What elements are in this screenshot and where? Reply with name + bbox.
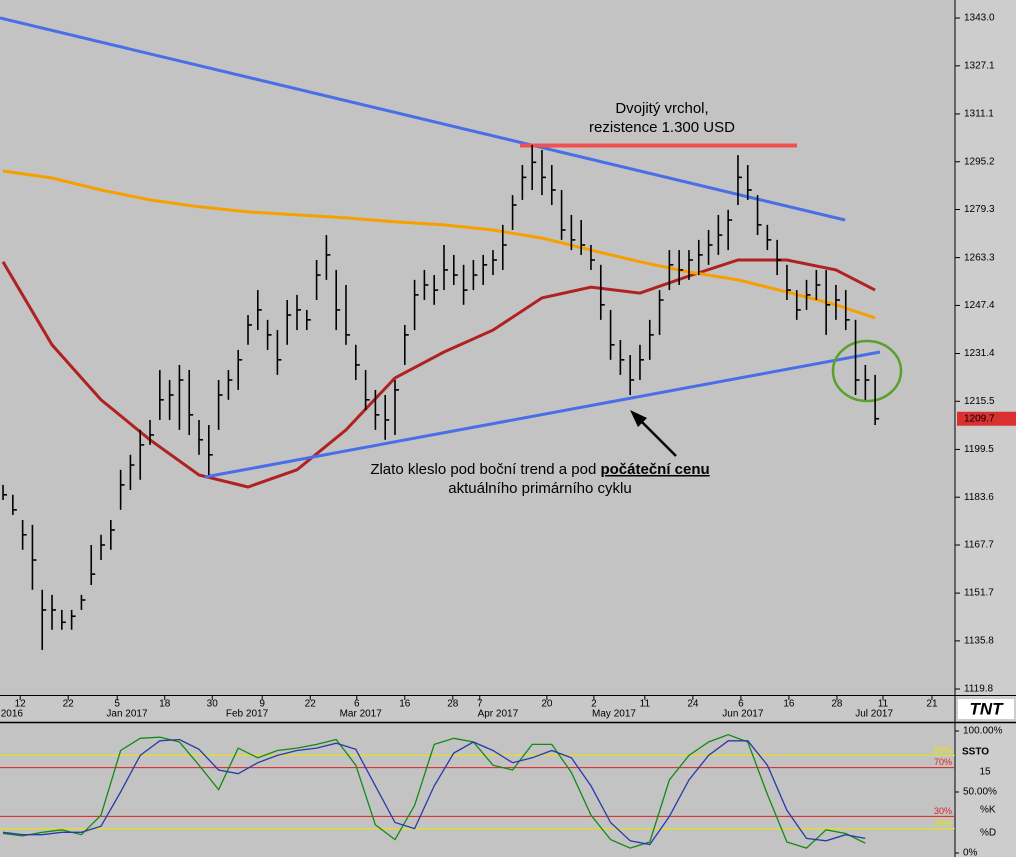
logo-box (958, 699, 1014, 719)
y-tick-label: 1279.3 (964, 204, 995, 215)
x-tick-label: 2 (591, 699, 597, 710)
moving-average (2, 169, 876, 320)
y-tick-label: 50.00% (963, 787, 997, 798)
x-tick-label: 28 (447, 699, 459, 710)
x-month-label: Jun 2017 (722, 709, 764, 720)
stochastic-axis-strip (955, 722, 1016, 857)
x-tick-label: 12 (15, 699, 27, 710)
price-bars (2, 144, 880, 650)
y-tick-label: 1231.4 (964, 348, 995, 359)
x-tick-label: 24 (687, 699, 699, 710)
y-tick-label: 1311.1 (964, 109, 994, 120)
stochastic-panel (0, 722, 955, 857)
last-price-box (957, 411, 1016, 426)
x-tick-label: 5 (114, 699, 120, 710)
annotation: aktuálního primárního cyklu (448, 480, 631, 497)
price-panel (0, 0, 955, 695)
y-tick-label: 1199.5 (964, 444, 994, 455)
annotation: rezistence 1.300 USD (589, 119, 735, 136)
y-tick-label: 1183.6 (964, 492, 994, 503)
legend-entry: %D (980, 828, 996, 839)
x-tick-label: 22 (305, 699, 317, 710)
y-tick-label: 1167.7 (964, 540, 994, 551)
annotation: Zlato kleslo pod boční trend a pod počát… (370, 461, 709, 478)
support-trendline (204, 350, 881, 479)
annotation-emphasis: počáteční cenu (600, 461, 709, 478)
x-month-label: Jan 2017 (106, 709, 148, 720)
x-tick-label: 28 (831, 699, 843, 710)
y-tick-label: 1119.8 (964, 684, 994, 695)
x-tick-label: 21 (926, 699, 938, 710)
x-month-label: Mar 2017 (340, 709, 383, 720)
y-tick-label: 1215.5 (964, 396, 995, 407)
price-axis-strip (955, 0, 1016, 722)
x-tick-label: 20 (541, 699, 553, 710)
y-tick-label: 1263.3 (964, 252, 995, 263)
x-month-label: 2016 (1, 709, 24, 720)
y-tick-label: 1247.4 (964, 300, 995, 311)
x-tick-label: 16 (783, 699, 795, 710)
x-tick-label: 7 (477, 699, 483, 710)
x-tick-label: 6 (738, 699, 744, 710)
x-month-label: Feb 2017 (226, 709, 269, 720)
indicator-name: SSTO (962, 747, 989, 758)
x-tick-label: 11 (878, 699, 889, 710)
x-month-label: Jul 2017 (855, 709, 893, 720)
x-month-label: Apr 2017 (478, 709, 519, 720)
y-tick-label: 100.00% (963, 726, 1003, 737)
x-month-label: May 2017 (592, 709, 636, 720)
highlight-circle (831, 339, 903, 403)
legend-entry: %K (980, 805, 996, 816)
y-tick-label: 1295.2 (964, 156, 995, 167)
level-label: 70% (934, 757, 952, 767)
logo: TNT (958, 699, 1014, 719)
x-tick-label: 18 (159, 699, 171, 710)
annotation: Dvojitý vrchol, (615, 100, 708, 117)
x-tick-label: 6 (354, 699, 360, 710)
stochastic-line (2, 734, 866, 849)
arrow-head (630, 410, 647, 427)
x-tick-label: 22 (63, 699, 75, 710)
y-tick-label: 1151.7 (964, 588, 994, 599)
x-tick-label: 11 (640, 699, 651, 710)
level-label: 30% (934, 806, 952, 816)
level-label: 80% (934, 745, 952, 755)
annotation-text: Zlato kleslo pod boční trend a pod (370, 461, 600, 478)
date-axis-strip (0, 695, 955, 722)
y-tick-label: 1135.8 (964, 636, 994, 647)
last-price-label: 1209.7 (964, 413, 995, 424)
stochastic-line (2, 738, 866, 846)
level-label: 20% (934, 818, 952, 828)
x-tick-label: 9 (259, 699, 265, 710)
indicator-period: 15 (979, 767, 991, 778)
x-tick-label: 30 (207, 699, 219, 710)
y-tick-label: 0% (963, 848, 978, 857)
y-tick-label: 1343.0 (964, 13, 995, 24)
y-tick-label: 1327.1 (964, 60, 995, 71)
resistance-trendline (0, 16, 846, 222)
logo-text: TNT (969, 699, 1004, 718)
arrow-shaft (639, 419, 677, 457)
x-tick-label: 16 (399, 699, 411, 710)
